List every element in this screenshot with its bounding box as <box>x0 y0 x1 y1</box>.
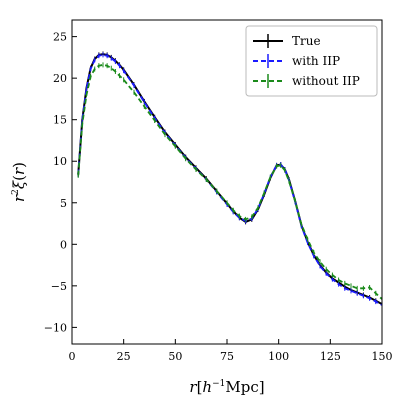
legend-label-2: without IIP <box>292 74 360 88</box>
x-tick-label-1: 25 <box>117 350 131 363</box>
y-tick-label-3: 5 <box>60 197 67 210</box>
x-tick-label-2: 50 <box>168 350 182 363</box>
legend-box <box>245 25 378 97</box>
x-tick-label-0: 0 <box>69 350 76 363</box>
series-line-1 <box>77 53 383 306</box>
x-tick-label-3: 75 <box>220 350 234 363</box>
ticks-group: 0 25 50 75 100 125 150 −10 −5 0 5 10 15 20 25 <box>44 31 393 363</box>
y-tick-label-2: 0 <box>60 238 67 251</box>
plot-series-group <box>77 51 383 308</box>
x-tick-label-5: 125 <box>320 350 341 363</box>
y-tick-label-4: 10 <box>53 155 67 168</box>
x-axis-label: r[h−1Mpc] <box>189 378 264 396</box>
y-tick-label-0: −10 <box>44 321 67 334</box>
x-tick-label-4: 100 <box>268 350 289 363</box>
legend-label-1: with IIP <box>292 54 340 68</box>
x-tick-label-6: 150 <box>372 350 393 363</box>
y-tick-label-1: −5 <box>51 280 67 293</box>
y-axis-label: r2ξ(r) <box>10 162 28 202</box>
series-line-2 <box>77 63 383 300</box>
y-tick-label-6: 20 <box>53 72 67 85</box>
y-tick-label-5: 15 <box>53 114 67 127</box>
y-tick-label-7: 25 <box>53 31 67 44</box>
legend-label-0: True <box>292 34 321 48</box>
legend: True with IIP without IIP <box>245 25 378 97</box>
